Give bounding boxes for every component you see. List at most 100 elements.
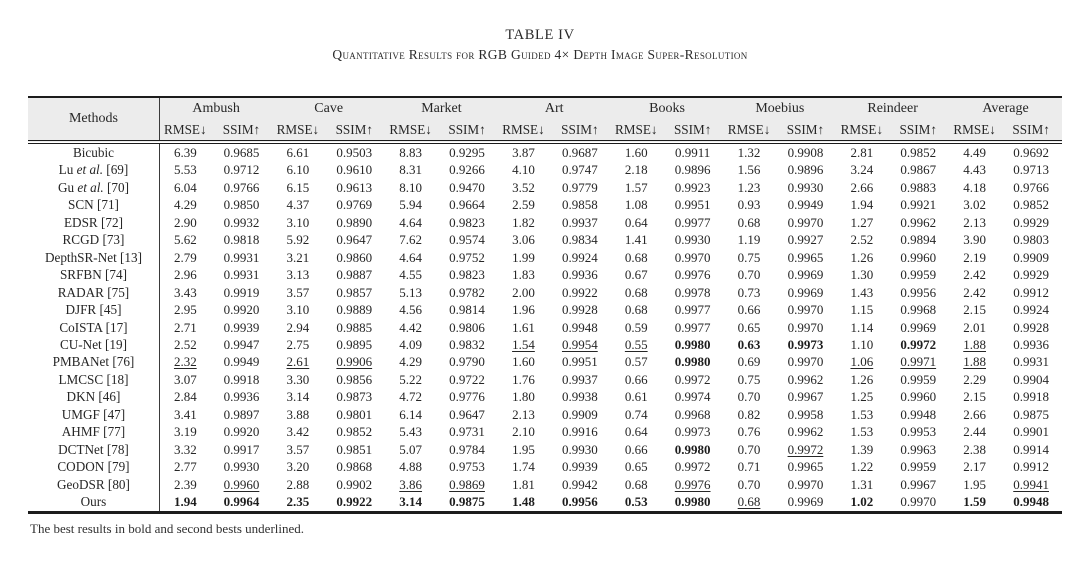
table-row: LMCSC [18] 3.07 0.9918 3.30 0.9856 5.22 0.9722… xyxy=(28,370,1062,389)
value-cell: 0.9965 xyxy=(787,459,824,475)
value-cell: 1.59 xyxy=(963,494,987,510)
value-cell: 0.9904 xyxy=(1013,371,1049,387)
value-cell: 1.10 xyxy=(850,336,874,352)
value-cell: 0.9782 xyxy=(449,284,485,300)
value-cell: 0.9860 xyxy=(336,249,373,265)
value-cell: 0.9883 xyxy=(900,179,937,195)
value-cell: 0.9954 xyxy=(561,336,598,352)
ssim-header: SSIM↑ xyxy=(774,119,837,144)
value-cell: 0.9902 xyxy=(336,476,373,492)
value-cell: 2.52 xyxy=(173,336,197,352)
value-cell: 0.9647 xyxy=(336,232,373,248)
method-cell: DJFR [45] xyxy=(28,301,160,319)
value-cell: 0.9948 xyxy=(561,319,598,335)
value-cell: 2.18 xyxy=(624,162,648,178)
value-cell: 0.9747 xyxy=(561,162,598,178)
table-row: DKN [46] 2.84 0.9936 3.14 0.9873 4.72 0.9776 1.… xyxy=(28,388,1062,406)
value-cell: 0.9977 xyxy=(674,214,711,230)
value-cell: 0.9948 xyxy=(1013,494,1049,510)
rmse-header: RMSE↓ xyxy=(836,119,888,144)
value-cell: 1.22 xyxy=(850,459,874,475)
value-cell: 2.94 xyxy=(286,319,310,335)
value-cell: 0.9938 xyxy=(561,389,598,405)
value-cell: 1.25 xyxy=(850,389,874,405)
value-cell: 0.9766 xyxy=(223,179,260,195)
value-cell: 0.9806 xyxy=(449,319,485,335)
value-cell: 0.9963 xyxy=(900,441,937,457)
value-cell: 2.90 xyxy=(173,214,197,230)
table-row: RADAR [75] 3.43 0.9919 3.57 0.9857 5.13 0.9782… xyxy=(28,283,1062,302)
value-cell: 0.9977 xyxy=(674,302,711,318)
method-cell: PMBANet [76] xyxy=(28,353,160,371)
value-cell: 0.68 xyxy=(624,476,648,492)
value-cell: 5.94 xyxy=(399,197,423,213)
value-cell: 0.9687 xyxy=(561,145,598,160)
table-row: GeoDSR [80] 2.39 0.9960 2.88 0.9902 3.86 0.986… xyxy=(28,475,1062,494)
value-cell: 6.15 xyxy=(286,179,310,195)
value-cell: 2.17 xyxy=(963,459,987,475)
value-cell: 1.95 xyxy=(512,441,535,457)
value-cell: 0.9930 xyxy=(223,459,260,475)
value-cell: 0.9962 xyxy=(787,424,824,440)
value-cell: 1.94 xyxy=(173,494,197,510)
value-cell: 2.29 xyxy=(963,371,987,387)
value-cell: 0.9889 xyxy=(336,302,373,318)
value-cell: 2.52 xyxy=(850,232,874,248)
method-cell: RADAR [75] xyxy=(28,283,160,302)
value-cell: 2.66 xyxy=(963,406,987,422)
value-cell: 0.9970 xyxy=(900,494,937,510)
table-row: AHMF [77] 3.19 0.9920 3.42 0.9852 5.43 0.9731 2… xyxy=(28,423,1062,441)
value-cell: 0.9814 xyxy=(449,302,485,318)
value-cell: 8.31 xyxy=(399,162,423,178)
value-cell: 0.9978 xyxy=(674,284,711,300)
value-cell: 0.9970 xyxy=(674,249,711,265)
value-cell: 0.9875 xyxy=(1013,406,1049,422)
value-cell: 0.9970 xyxy=(787,214,824,230)
value-cell: 1.56 xyxy=(737,162,761,178)
value-cell: 1.53 xyxy=(850,424,874,440)
method-cell: EDSR [72] xyxy=(28,213,160,232)
value-cell: 5.53 xyxy=(173,162,197,178)
value-cell: 5.43 xyxy=(399,424,423,440)
table-row: CoISTA [17] 2.71 0.9939 2.94 0.9885 4.42 0.980… xyxy=(28,318,1062,336)
value-cell: 0.9964 xyxy=(223,494,260,510)
value-cell: 1.31 xyxy=(850,476,874,492)
table-row: SCN [71] 4.29 0.9850 4.37 0.9769 5.94 0.9664 2.… xyxy=(28,196,1062,214)
table-row: DepthSR-Net [13] 2.79 0.9931 3.21 0.9860 4.64… xyxy=(28,248,1062,267)
group-header-average: Average xyxy=(949,97,1062,119)
value-cell: 0.9722 xyxy=(449,371,485,387)
value-cell: 0.9911 xyxy=(675,145,711,160)
value-cell: 0.9868 xyxy=(336,459,373,475)
value-cell: 0.66 xyxy=(737,302,761,318)
value-cell: 0.9752 xyxy=(449,249,485,265)
value-cell: 0.9970 xyxy=(787,319,824,335)
value-cell: 0.9685 xyxy=(223,145,260,160)
value-cell: 0.9887 xyxy=(336,267,373,283)
value-cell: 0.9980 xyxy=(674,354,711,370)
value-cell: 0.9823 xyxy=(449,214,485,230)
value-cell: 2.42 xyxy=(963,267,987,283)
rmse-header: RMSE↓ xyxy=(610,119,662,144)
value-cell: 0.9295 xyxy=(449,145,485,160)
value-cell: 0.74 xyxy=(624,406,648,422)
value-cell: 0.9922 xyxy=(336,494,373,510)
value-cell: 0.9932 xyxy=(223,214,260,230)
value-cell: 0.9908 xyxy=(787,145,824,160)
value-cell: 0.9937 xyxy=(561,371,598,387)
value-cell: 2.01 xyxy=(963,319,987,335)
value-cell: 0.93 xyxy=(737,197,761,213)
value-cell: 6.39 xyxy=(173,145,197,160)
value-cell: 4.29 xyxy=(173,197,197,213)
value-cell: 2.61 xyxy=(286,354,310,370)
value-cell: 0.9769 xyxy=(336,197,373,213)
value-cell: 0.9912 xyxy=(1013,459,1049,475)
value-cell: 1.96 xyxy=(512,302,535,318)
value-cell: 0.9924 xyxy=(1013,302,1049,318)
value-cell: 0.9664 xyxy=(449,197,485,213)
value-cell: 3.21 xyxy=(286,249,310,265)
value-cell: 2.32 xyxy=(173,354,197,370)
value-cell: 1.57 xyxy=(624,179,648,195)
value-cell: 2.75 xyxy=(286,336,310,352)
value-cell: 0.9921 xyxy=(900,197,937,213)
value-cell: 1.82 xyxy=(512,214,535,230)
